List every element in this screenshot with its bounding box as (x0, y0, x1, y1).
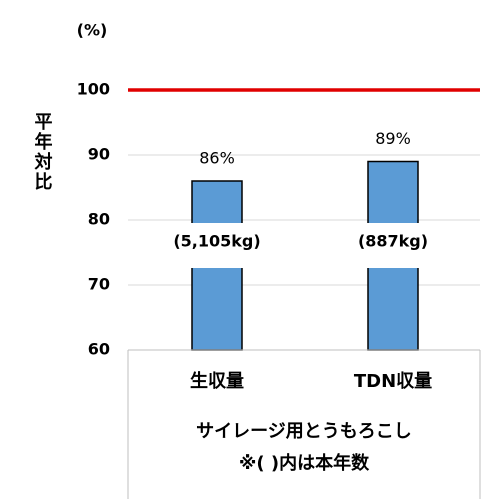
bar-note: (887kg) (358, 232, 428, 251)
y-tick-label: 80 (88, 210, 110, 229)
y-unit: (%) (77, 21, 108, 40)
y-tick-label: 60 (88, 340, 110, 359)
note-box (331, 223, 455, 268)
y-tick-label: 70 (88, 275, 110, 294)
y-tick-label: 90 (88, 145, 110, 164)
data-label: 89% (375, 129, 411, 148)
x-tick-label: 生収量 (190, 370, 244, 392)
x-axis-label: サイレージ用とうもろこし (196, 421, 412, 442)
y-tick-label: 100 (77, 80, 110, 99)
bar-note: (5,105kg) (173, 232, 260, 251)
note-box (155, 223, 279, 268)
y-axis-label: 平年対比 (32, 112, 54, 192)
data-label: 86% (199, 149, 235, 168)
note: ※( )内は本年数 (239, 452, 370, 474)
x-tick-label: TDN収量 (354, 370, 432, 392)
